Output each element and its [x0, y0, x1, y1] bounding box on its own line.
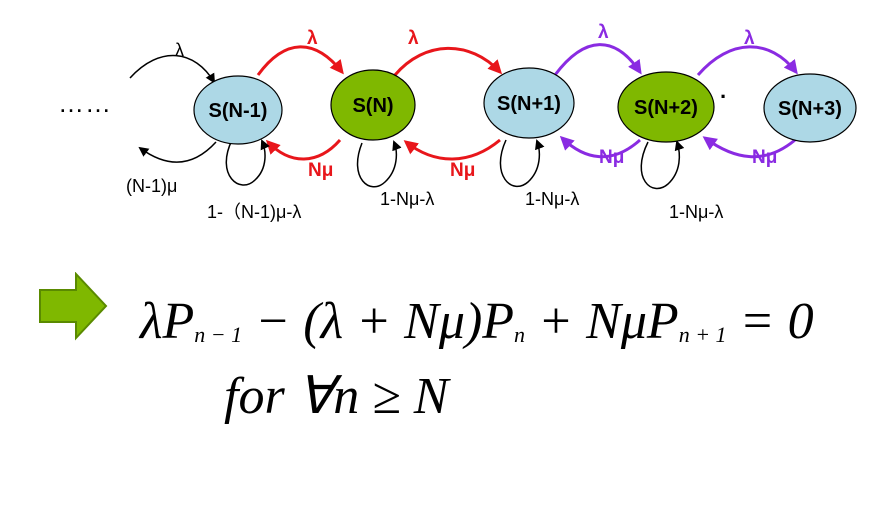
arrival-arrow-1 [256, 45, 344, 76]
self-loop-label-3: 1-Nμ-λ [669, 202, 723, 222]
arrival-label-4: λ [744, 28, 755, 49]
state-label: S(N+3) [778, 98, 842, 120]
eq-sub-1: n − 1 [194, 322, 243, 347]
state-s-n-plus-1: S(N+1) [483, 67, 575, 139]
departure-arrow-3 [559, 135, 641, 159]
eq-sub-3: n + 1 [678, 322, 727, 347]
equation-condition: for ∀n ≥ N [224, 368, 449, 425]
departure-label-0: (N-1)μ [126, 176, 177, 196]
departure-label-2: Nμ [450, 160, 475, 181]
departure-label-1: Nμ [308, 160, 333, 181]
state-label: S(N-1) [209, 100, 268, 122]
state-s-n-plus-2: S(N+2) [617, 71, 715, 143]
markov-chain-diagram: …… λ (N-1)μ λ λ λ λ Nμ Nμ Nμ Nμ 1-（N-1)μ… [58, 22, 857, 222]
departure-arrow-2 [403, 138, 501, 161]
arrival-label-2: λ [408, 28, 419, 49]
state-s-n: S(N) [330, 69, 416, 141]
arrival-arrow-2 [393, 46, 503, 76]
state-label: S(N) [352, 95, 393, 117]
arrival-arrow-3 [553, 43, 642, 76]
departure-arrow-0 [138, 141, 217, 163]
arrival-label-1: λ [307, 28, 318, 49]
eq-term-2: − (λ + Nμ)P [242, 293, 515, 350]
eq-sub-2: n [514, 322, 526, 347]
departure-label-3: Nμ [599, 147, 624, 168]
state-s-n-minus-1: S(N-1) [193, 75, 283, 145]
eq-term-3: + NμP [525, 293, 679, 350]
self-loop-label-0: 1-（N-1)μ-λ [207, 202, 301, 222]
departure-arrow-1 [265, 139, 342, 161]
arrival-arrow-4 [696, 45, 798, 76]
arrival-label-3: λ [598, 22, 609, 43]
ellipsis: …… [58, 88, 112, 118]
self-loop-label-1: 1-Nμ-λ [380, 189, 434, 209]
eq-term-4: = 0 [726, 293, 814, 350]
state-label: S(N+1) [497, 93, 561, 115]
self-loop-label-2: 1-Nμ-λ [525, 189, 579, 209]
departure-label-4: Nμ [752, 147, 777, 168]
right-arrow-icon [39, 272, 108, 341]
self-loop-2 [499, 139, 545, 188]
arrival-label-0: λ [175, 40, 184, 60]
self-loop-3 [640, 140, 685, 190]
self-loop-0 [225, 139, 270, 186]
self-loop-1 [356, 140, 402, 188]
stray-dot: · [720, 84, 727, 109]
balance-equation: λPn − 1 − (λ + Nμ)Pn + NμPn + 1 = 0 [140, 292, 814, 351]
eq-term-1: λP [140, 293, 195, 350]
arrival-arrow-0 [129, 54, 216, 84]
state-s-n-plus-3: S(N+3) [763, 73, 857, 143]
state-label: S(N+2) [634, 97, 698, 119]
departure-arrow-4 [702, 136, 796, 159]
